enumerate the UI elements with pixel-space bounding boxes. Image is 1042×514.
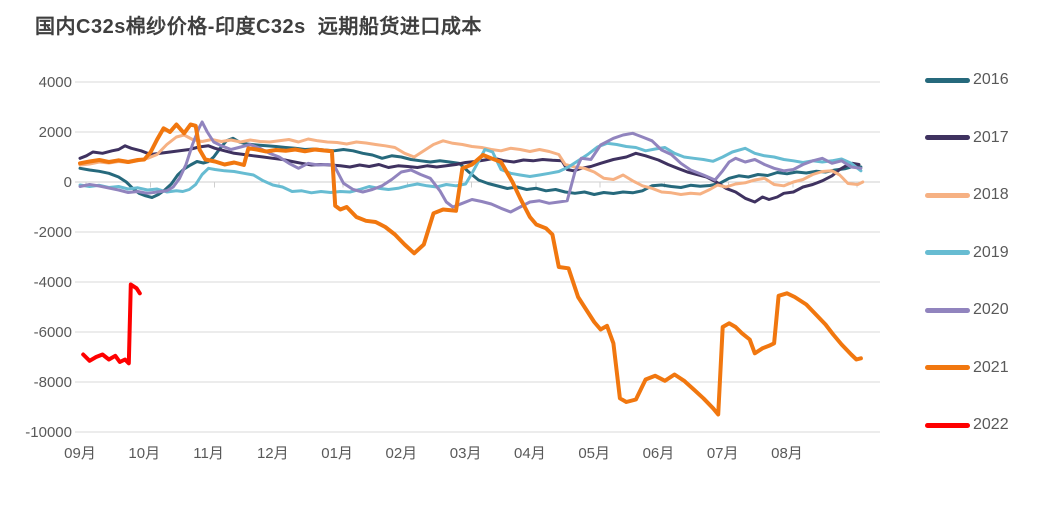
legend-line-swatch-2019 (925, 250, 970, 255)
legend-line-swatch-2021 (925, 365, 970, 370)
legend-label-2020: 2020 (973, 301, 1009, 318)
x-axis-tick-label: 09月 (64, 445, 96, 462)
x-axis-tick-label: 05月 (578, 445, 610, 462)
chart-title: 国内C32s棉纱价格-印度C32s 远期船货进口成本 (35, 16, 482, 38)
series-line-2022[interactable] (81, 282, 142, 366)
x-axis-tick-label: 06月 (643, 445, 675, 462)
legend-line-swatch-2016 (925, 77, 970, 83)
series-line-2020[interactable] (78, 120, 863, 214)
series-line-2021[interactable] (78, 122, 863, 417)
legend: 2016 2017 2018 2019 2020 2021 2022 (925, 0, 1040, 514)
x-axis-tick-label: 01月 (321, 445, 353, 462)
x-axis-tick-label: 07月 (707, 445, 739, 462)
x-axis-tick-label: 02月 (386, 445, 418, 462)
legend-item-2017[interactable]: 2017 (925, 128, 1009, 148)
y-axis-tick-label: -8000 (34, 374, 72, 391)
legend-item-2016[interactable]: 2016 (925, 70, 1009, 90)
y-axis-tick-label: -6000 (34, 324, 72, 341)
legend-line-swatch-2020 (925, 307, 970, 313)
legend-line-swatch-2017 (925, 135, 970, 140)
legend-label-2018: 2018 (973, 186, 1009, 203)
series-line-2019[interactable] (78, 141, 863, 195)
legend-line-swatch-2018 (925, 192, 970, 198)
legend-label-2022: 2022 (973, 416, 1009, 433)
legend-label-2019: 2019 (973, 243, 1009, 261)
legend-label-2017: 2017 (973, 128, 1009, 146)
y-axis-tick-label: -4000 (34, 274, 72, 291)
y-axis-tick-label: -2000 (34, 224, 72, 241)
y-axis-tick-label: 4000 (39, 74, 72, 91)
legend-item-2019[interactable]: 2019 (925, 243, 1009, 263)
y-axis-tick-label: 2000 (39, 124, 72, 141)
legend-item-2020[interactable]: 2020 (925, 300, 1009, 320)
x-axis-tick-label: 12月 (257, 445, 289, 462)
x-axis-tick-label: 10月 (128, 445, 160, 462)
series-line-2016[interactable] (78, 136, 863, 199)
legend-line-swatch-2022 (925, 422, 970, 428)
x-axis-tick-label: 04月 (514, 445, 546, 462)
x-axis-tick-label: 11月 (193, 445, 224, 462)
legend-item-2018[interactable]: 2018 (925, 185, 1009, 205)
legend-label-2016: 2016 (973, 71, 1009, 88)
legend-item-2021[interactable]: 2021 (925, 358, 1009, 378)
y-axis-tick-label: -10000 (25, 424, 72, 441)
legend-item-2022[interactable]: 2022 (925, 415, 1009, 435)
legend-label-2021: 2021 (973, 358, 1009, 376)
x-axis-tick-label: 08月 (771, 445, 803, 462)
series-line-2018[interactable] (78, 133, 865, 196)
y-axis-tick-label: 0 (64, 174, 72, 191)
x-axis-tick-label: 03月 (450, 445, 482, 462)
